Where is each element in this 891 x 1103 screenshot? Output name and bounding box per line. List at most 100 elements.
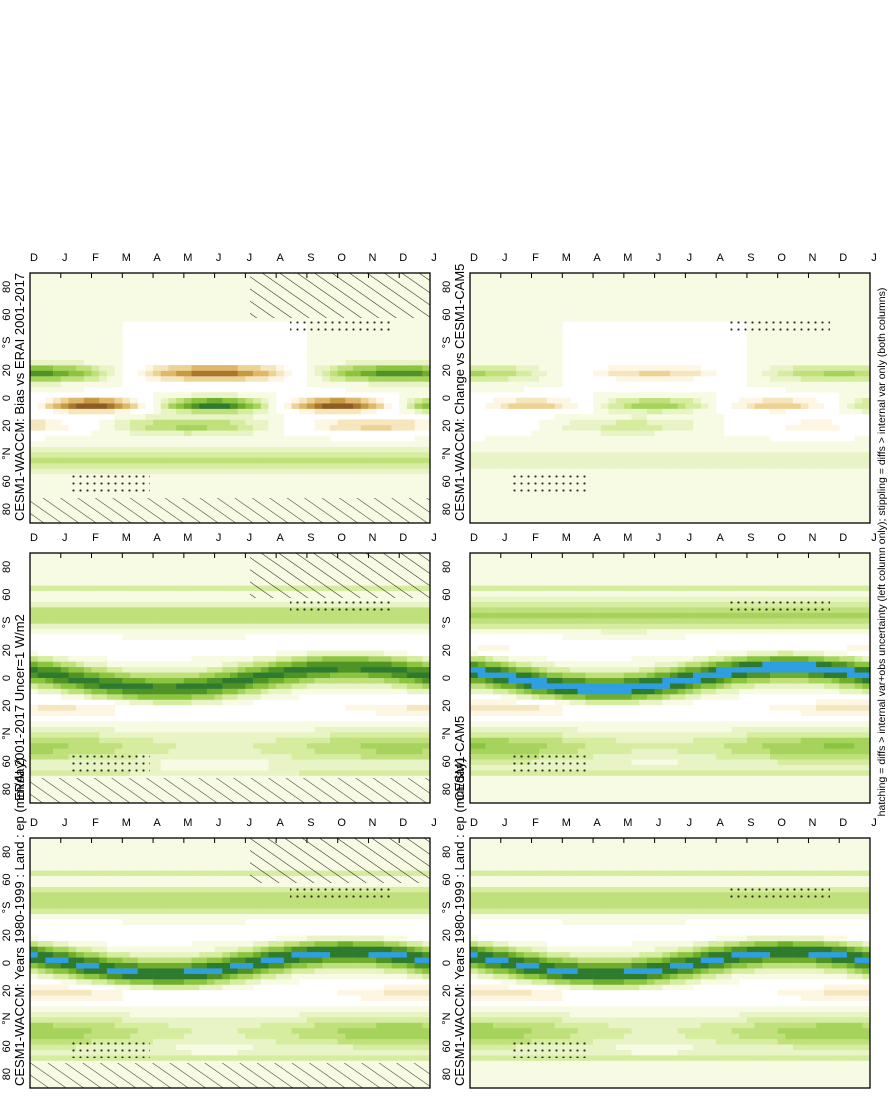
month-tick: J [62,532,68,544]
month-tick: J [871,252,877,264]
month-tick: F [532,817,539,829]
month-tick: A [716,252,724,264]
month-tick: A [153,817,161,829]
lat-tick: 0 [441,395,453,401]
month-tick: N [808,817,816,829]
month-tick: N [368,252,376,264]
month-tick: J [502,252,508,264]
lat-tick: 0 [1,960,13,966]
month-tick: J [502,817,508,829]
lat-tick: 60 [441,755,453,767]
panel-title: CESM1-WACCM: Bias vs ERAI 2001-2017 [12,273,27,521]
lat-tick: °S [441,617,453,629]
month-tick: J [687,532,693,544]
month-tick: M [623,817,632,829]
footnote: hatching = diffs > internal var+obs unce… [876,288,888,817]
month-tick: J [656,252,662,264]
month-tick: J [247,532,253,544]
month-tick: D [470,252,478,264]
lat-tick: 20 [441,420,453,432]
lat-tick: 80 [1,503,13,515]
month-tick: S [307,817,314,829]
month-tick: M [122,252,131,264]
lat-tick: 80 [1,846,13,858]
panel-cam5: CESM1-CAM5 D J F M A M J J A S O N D J 80 60 °N 20 0 20 °S 60 8… [441,532,877,804]
month-tick: J [687,252,693,264]
month-tick: A [153,252,161,264]
lat-tick: 20 [441,985,453,997]
month-tick: O [777,252,786,264]
lat-tick: 60 [441,1040,453,1052]
lat-tick: °N [1,1012,13,1024]
lat-tick: °N [441,727,453,739]
month-tick: S [747,532,754,544]
month-tick: J [62,252,68,264]
lat-tick: 60 [441,309,453,321]
lat-tick: 60 [441,589,453,601]
month-tick: D [399,532,407,544]
lat-tick: 60 [441,874,453,886]
panel-title: CESM1-CAM5 [452,716,467,801]
lat-tick: 80 [441,846,453,858]
month-tick: O [337,252,346,264]
lat-tick: °N [1,727,13,739]
panel-waccm-base: CESM1-WACCM: Years 1980-1999 : Land : ep… [1,758,437,1089]
month-tick: N [368,817,376,829]
month-tick: S [307,252,314,264]
lat-tick: 20 [441,700,453,712]
month-tick: A [593,817,601,829]
month-tick: M [562,532,571,544]
month-tick: J [687,817,693,829]
lat-tick: 0 [441,960,453,966]
lat-tick: 20 [441,644,453,656]
lat-tick: 60 [1,475,13,487]
month-tick: D [399,817,407,829]
lat-tick: 0 [441,675,453,681]
lat-tick: 20 [1,985,13,997]
month-tick: D [399,252,407,264]
month-tick: F [92,532,99,544]
lat-tick: °S [441,902,453,914]
lat-tick: 80 [441,503,453,515]
lat-tick: 20 [1,420,13,432]
month-tick: J [431,532,437,544]
month-tick: N [808,252,816,264]
month-tick: J [656,532,662,544]
month-tick: D [30,252,38,264]
month-tick: D [839,532,847,544]
lat-tick: 0 [1,675,13,681]
month-tick: J [216,252,222,264]
month-tick: A [593,252,601,264]
lat-tick: 20 [1,700,13,712]
lat-tick: 20 [1,644,13,656]
month-tick: A [593,532,601,544]
month-tick: M [562,252,571,264]
month-tick: D [839,817,847,829]
month-tick: D [30,817,38,829]
month-tick: J [431,817,437,829]
month-tick: S [747,817,754,829]
lat-tick: 80 [1,783,13,795]
lat-tick: °S [1,902,13,914]
panel-title: ERAI 2001-2017 Uncer=1 W/m2 [12,614,27,801]
panel-title: CESM1-WACCM: Years 1980-1999 : Land : ep… [12,758,27,1086]
month-tick: A [276,532,284,544]
month-tick: J [431,252,437,264]
month-tick: M [122,817,131,829]
lat-tick: 60 [1,589,13,601]
month-tick: M [122,532,131,544]
month-tick: M [623,532,632,544]
lat-tick: 80 [1,1068,13,1080]
lat-tick: °N [1,447,13,459]
lat-tick: °S [1,617,13,629]
month-tick: J [247,252,253,264]
month-tick: M [183,817,192,829]
lat-tick: 80 [441,1068,453,1080]
month-tick: F [92,252,99,264]
lat-tick: 80 [441,281,453,293]
month-tick: A [716,817,724,829]
lat-tick: 20 [1,929,13,941]
lat-tick: °N [441,1012,453,1024]
